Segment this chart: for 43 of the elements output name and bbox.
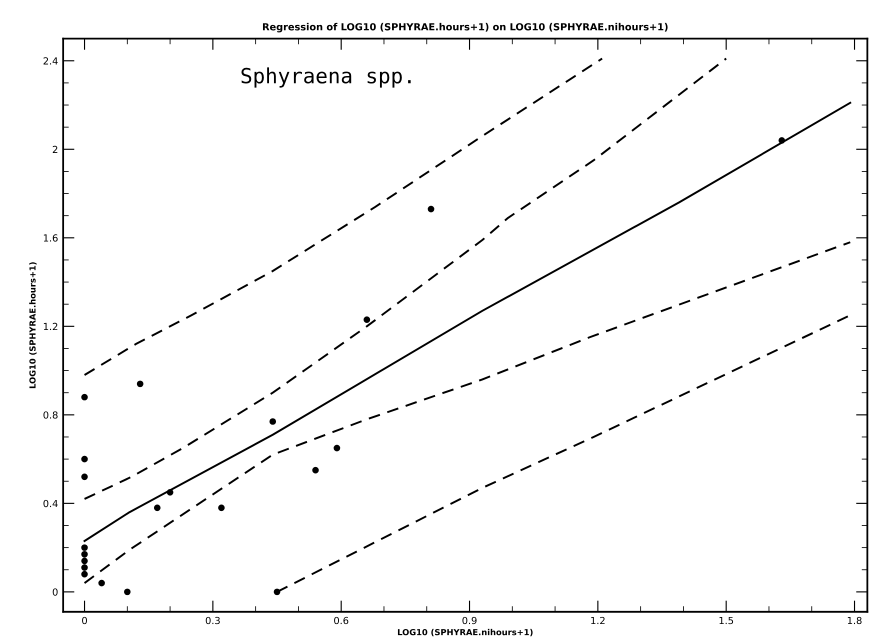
y-tick-label: 0 bbox=[52, 588, 58, 596]
point bbox=[81, 456, 88, 462]
x-tick-label: 1.5 bbox=[720, 616, 734, 624]
point bbox=[312, 466, 319, 474]
y-tick-label: 0.8 bbox=[43, 411, 58, 419]
point bbox=[81, 544, 88, 551]
point bbox=[81, 474, 88, 480]
y-axis-title: LOG10 (SPHYRAE.hours+1) bbox=[29, 262, 37, 388]
y-tick-label: 1.2 bbox=[44, 322, 58, 330]
line-series bbox=[84, 241, 852, 584]
line-series bbox=[84, 58, 604, 376]
point bbox=[136, 380, 144, 388]
point bbox=[98, 580, 105, 586]
y-tick-label: 0.4 bbox=[43, 500, 58, 508]
x-tick-label: 0.9 bbox=[462, 616, 477, 624]
point bbox=[81, 570, 88, 578]
point bbox=[334, 444, 340, 452]
point bbox=[218, 504, 225, 512]
point bbox=[364, 316, 370, 323]
point bbox=[81, 558, 88, 564]
x-tick-label: 1.8 bbox=[848, 616, 862, 624]
point bbox=[778, 137, 786, 144]
point bbox=[81, 550, 88, 558]
point bbox=[274, 588, 280, 596]
point bbox=[428, 206, 434, 212]
y-tick-label: 2.4 bbox=[44, 57, 58, 64]
x-tick-label: 0.3 bbox=[206, 616, 220, 624]
y-tick-label: 2 bbox=[52, 146, 58, 153]
line-series bbox=[84, 58, 728, 500]
x-tick-label: 1.2 bbox=[591, 616, 605, 624]
point bbox=[269, 418, 276, 425]
point bbox=[81, 564, 88, 571]
x-tick-label: 0 bbox=[82, 616, 87, 624]
line-series bbox=[84, 102, 852, 542]
x-axis-title: LOG10 (SPHYRAE.nihours+1) bbox=[398, 628, 533, 636]
y-tick-label: 1.6 bbox=[44, 234, 58, 242]
annotation: Sphyraena spp. bbox=[241, 67, 411, 88]
point bbox=[154, 504, 161, 512]
x-tick-label: 0.6 bbox=[334, 616, 348, 624]
chart-title: Regression of LOG10 (SPHYRAE.hours+1) on LOG10 (SPHYRAE.nihours+1) bbox=[262, 22, 668, 32]
point bbox=[81, 394, 88, 400]
point bbox=[124, 588, 131, 596]
point bbox=[166, 489, 174, 496]
